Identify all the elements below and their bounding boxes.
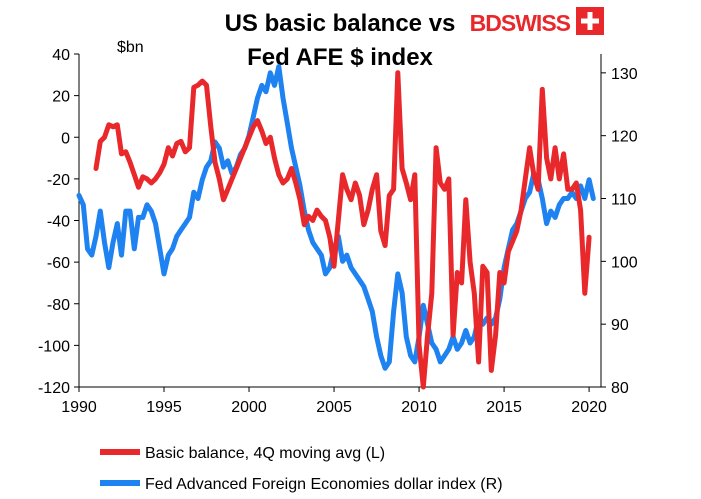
series-line-basic-balance (93, 70, 592, 390)
x-tick-label: 2020 (571, 399, 607, 416)
x-tick-label: 2005 (316, 399, 352, 416)
left-tick-label: -20 (47, 172, 70, 189)
x-tick-label: 2015 (486, 399, 522, 416)
left-tick-label: -120 (38, 380, 70, 397)
right-tick-label: 80 (611, 380, 629, 397)
legend-label-afe-index: Fed Advanced Foreign Economies dollar in… (145, 476, 503, 493)
left-tick-label: 0 (61, 130, 70, 147)
x-tick-label: 1995 (146, 399, 182, 416)
chart-title-line-1: US basic balance vs (225, 10, 456, 37)
right-tick-label: 90 (611, 317, 629, 334)
legend: Basic balance, 4Q moving avg (L) Fed Adv… (100, 445, 503, 493)
brand-logo-text: BDSWISS (470, 10, 571, 36)
left-tick-label: 40 (52, 47, 70, 64)
cross-icon (581, 12, 599, 30)
left-tick-label: 20 (52, 89, 70, 106)
plot-area: 40 20 0 -20 -40 -60 -80 -100 -120 130 120 110 100 90 8… (38, 47, 638, 416)
left-tick-label: -80 (47, 297, 70, 314)
chart-title-line-2: Fed AFE $ index (247, 44, 433, 71)
right-tick-label: 130 (611, 66, 638, 83)
right-tick-label: 120 (611, 129, 638, 146)
left-tick-label: -40 (47, 214, 70, 231)
left-axis-unit: $bn (117, 39, 144, 56)
brand-logo: BDSWISS (470, 7, 604, 36)
right-tick-label: 110 (611, 192, 637, 209)
x-tick-label: 2000 (231, 399, 267, 416)
x-tick-label: 1990 (61, 399, 97, 416)
x-tick-label: 2010 (401, 399, 437, 416)
left-tick-label: -60 (47, 255, 70, 272)
left-tick-label: -100 (38, 338, 70, 355)
right-tick-label: 100 (611, 254, 638, 271)
legend-label-basic-balance: Basic balance, 4Q moving avg (L) (145, 445, 385, 462)
